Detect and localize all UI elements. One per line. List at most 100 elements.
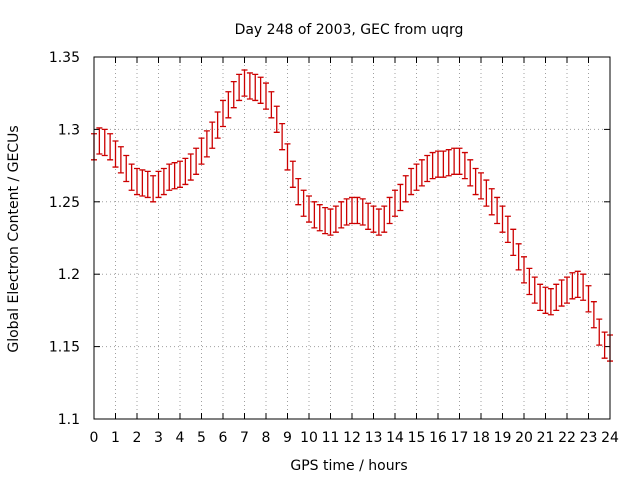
data-point-errorbar [338, 201, 345, 229]
data-point-errorbar [284, 143, 291, 171]
data-point-errorbar [112, 140, 119, 168]
data-point-errorbar [155, 170, 162, 199]
x-tick-label: 5 [197, 430, 206, 446]
data-point-errorbar [198, 137, 205, 165]
x-tick-label: 13 [365, 430, 383, 446]
x-tick-label: 2 [133, 430, 142, 446]
data-point-errorbar [397, 183, 404, 212]
data-point-errorbar [246, 72, 253, 100]
x-tick-label: 24 [601, 430, 619, 446]
data-point-errorbar [526, 267, 533, 296]
data-point-errorbar [354, 196, 361, 225]
data-point-errorbar [203, 130, 210, 158]
x-tick-label: 18 [472, 430, 490, 446]
axis-ticks: 0 1 2 3 4 5 6 7 8 9 10 11 12 13 14 15 16 17 18 19 20 21 22 23 24… [49, 50, 619, 446]
x-tick-label: 1 [111, 430, 120, 446]
data-point-errorbar [585, 285, 592, 313]
data-point-errorbar [311, 201, 318, 229]
chart-title: Day 248 of 2003, GEC from uqrg [235, 22, 464, 38]
data-point-errorbar [370, 205, 377, 233]
data-point-errorbar [451, 147, 458, 175]
data-point-errorbar [531, 276, 538, 304]
data-point-errorbar [574, 270, 581, 299]
data-point-errorbar [472, 167, 479, 196]
x-tick-label: 16 [429, 430, 447, 446]
data-point-errorbar [139, 169, 146, 197]
data-point-errorbar [214, 111, 221, 139]
data-point-errorbar [171, 162, 178, 190]
data-point-errorbar [596, 318, 603, 346]
data-point-errorbar [236, 73, 243, 102]
data-point-errorbar [150, 175, 157, 203]
data-point-errorbar [306, 195, 312, 223]
y-tick-label: 1.15 [49, 340, 80, 356]
x-axis-label: GPS time / hours [290, 458, 407, 474]
data-point-errorbar [123, 154, 130, 183]
data-point-errorbar [327, 208, 334, 236]
data-point-errorbar [220, 99, 226, 128]
data-point-errorbar [494, 196, 501, 225]
data-point-errorbar [209, 121, 216, 149]
data-point-errorbar [365, 202, 372, 230]
data-point-errorbar [488, 188, 495, 216]
data-point-errorbar [343, 198, 350, 226]
x-tick-label: 12 [343, 430, 361, 446]
x-tick-label: 4 [176, 430, 185, 446]
data-point-errorbar [386, 196, 393, 225]
data-point-errorbar [569, 272, 576, 300]
data-point-errorbar [418, 159, 425, 187]
data-point-errorbar [537, 283, 544, 312]
data-point-errorbar [413, 163, 420, 191]
gec-series [91, 69, 613, 362]
data-point-errorbar [144, 170, 151, 199]
x-tick-label: 20 [515, 430, 533, 446]
grid [94, 57, 610, 419]
data-point-errorbar [300, 189, 307, 217]
x-tick-label: 0 [90, 430, 99, 446]
data-point-errorbar [510, 228, 517, 257]
data-point-errorbar [424, 154, 431, 183]
data-point-errorbar [230, 80, 237, 109]
data-point-errorbar [521, 256, 527, 284]
data-point-errorbar [225, 91, 232, 119]
data-point-errorbar [590, 301, 597, 329]
data-point-errorbar [478, 172, 484, 200]
x-tick-label: 8 [262, 430, 271, 446]
x-tick-label: 7 [240, 430, 249, 446]
data-point-errorbar [461, 151, 468, 180]
data-point-errorbar [515, 243, 522, 271]
data-point-errorbar [429, 151, 436, 180]
x-tick-label: 3 [154, 430, 163, 446]
data-point-errorbar [193, 147, 200, 175]
data-point-errorbar [504, 215, 511, 243]
data-point-errorbar [547, 288, 554, 316]
y-tick-label: 1.1 [58, 412, 80, 428]
data-point-errorbar [295, 177, 302, 206]
data-point-errorbar [322, 206, 329, 235]
data-point-errorbar [107, 133, 114, 161]
data-point-errorbar [252, 73, 259, 102]
data-point-errorbar [316, 204, 323, 232]
y-tick-label: 1.3 [58, 122, 80, 138]
data-point-errorbar [456, 147, 463, 175]
x-tick-label: 10 [300, 430, 318, 446]
x-tick-label: 6 [219, 430, 228, 446]
data-point-errorbar [166, 163, 173, 191]
y-tick-label: 1.35 [49, 50, 80, 66]
data-point-errorbar [241, 69, 248, 97]
data-point-errorbar [440, 150, 447, 178]
data-point-errorbar [101, 128, 108, 157]
data-point-errorbar [117, 146, 124, 174]
y-tick-label: 1.25 [49, 195, 80, 211]
data-point-errorbar [128, 163, 135, 191]
data-point-errorbar [499, 205, 506, 233]
data-point-errorbar [435, 150, 441, 178]
x-tick-label: 15 [408, 430, 426, 446]
data-point-errorbar [580, 273, 587, 301]
data-point-errorbar [483, 179, 490, 207]
data-point-errorbar [273, 105, 280, 133]
data-point-errorbar [177, 160, 183, 188]
data-point-errorbar [182, 157, 189, 186]
